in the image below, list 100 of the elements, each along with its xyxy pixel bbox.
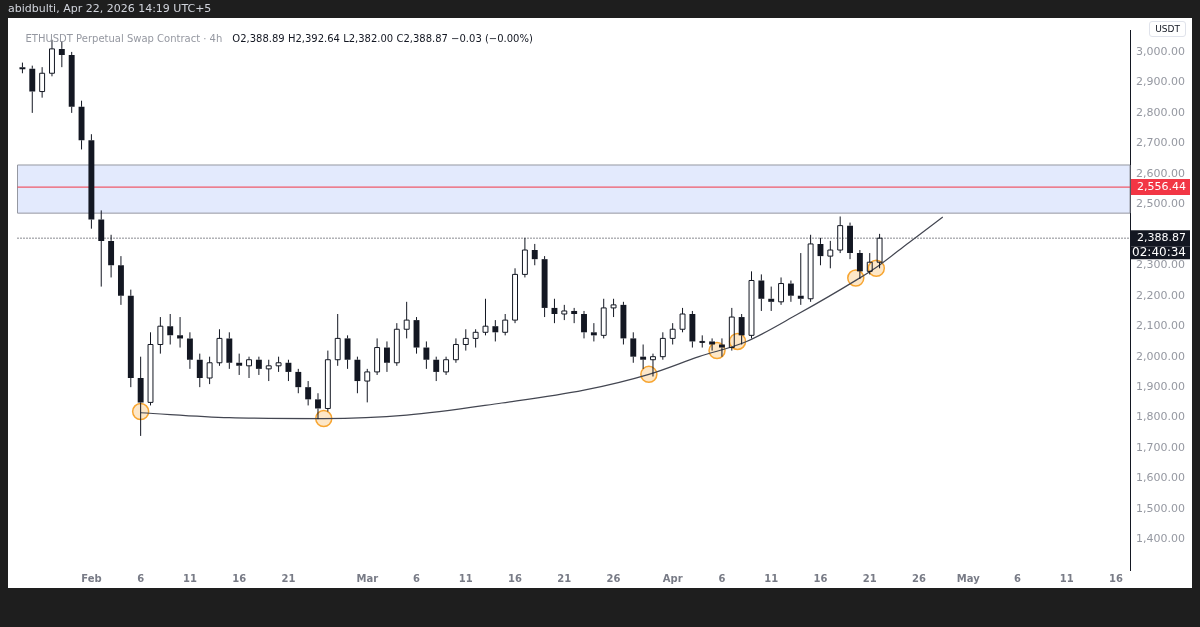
y-tick-label: 2,800.00 (1136, 105, 1185, 119)
x-tick-label: 21 (557, 572, 572, 584)
candlestick (541, 255, 548, 318)
candlestick (246, 356, 252, 379)
candlestick (718, 337, 725, 358)
y-tick-label: 2,600.00 (1136, 166, 1185, 180)
candlestick (423, 340, 430, 370)
x-tick-label: May (956, 572, 981, 584)
x-tick-label: 6 (1014, 572, 1022, 584)
x-tick-label: 6 (413, 572, 421, 584)
candlestick (374, 337, 381, 376)
candlestick (117, 255, 124, 306)
y-tick-label: 1,800.00 (1136, 410, 1185, 424)
candlestick (305, 380, 312, 406)
candlestick (127, 289, 134, 388)
candlestick (324, 350, 331, 413)
chart-title: ETHUSDT Perpetual Swap Contract · 4h (25, 33, 223, 45)
candlestick (226, 331, 233, 370)
x-tick-label: 26 (606, 572, 621, 584)
candlestick (620, 301, 627, 345)
candlestick (590, 322, 597, 342)
x-tick-label: 11 (764, 572, 779, 584)
candlestick (137, 356, 144, 437)
candlestick (68, 51, 75, 114)
candlestick (856, 249, 863, 280)
x-tick-label: 16 (508, 572, 523, 584)
y-tick-label: 3,000.00 (1136, 44, 1185, 58)
ref-line-label: 2,556.44 (1137, 179, 1186, 193)
candlestick (659, 331, 666, 361)
candlestick (768, 286, 775, 312)
chart-subtitle: O2,388.89 H2,392.64 L2,382.00 C2,388.87 −0.03 (−0.00%) (232, 33, 533, 45)
candlestick (689, 310, 696, 349)
y-tick-label: 2,300.00 (1136, 258, 1185, 272)
candlestick (315, 392, 321, 420)
y-tick-label: 1,900.00 (1136, 380, 1185, 394)
x-tick-label: 21 (862, 572, 877, 584)
candlestick (452, 337, 459, 364)
x-tick-label: Apr (662, 572, 683, 584)
candlestick (334, 313, 341, 367)
candlestick (787, 279, 794, 303)
candlestick (433, 356, 440, 382)
y-tick-label: 2,000.00 (1136, 349, 1185, 363)
x-tick-label: 6 (137, 572, 145, 584)
x-tick-label: Mar (356, 572, 379, 584)
candlestick (472, 328, 479, 349)
candlestick (581, 310, 587, 339)
candlestick (778, 276, 785, 306)
candlestick (797, 252, 804, 306)
y-tick-label: 2,700.00 (1136, 136, 1185, 150)
y-tick-label: 1,600.00 (1136, 471, 1185, 485)
y-tick-label: 1,700.00 (1136, 440, 1185, 454)
y-tick-label: 1,500.00 (1136, 501, 1185, 515)
candlestick (39, 66, 46, 99)
candlestick (216, 328, 223, 367)
candlestick (167, 313, 174, 345)
candlestick (196, 353, 203, 388)
candlestick (393, 322, 400, 367)
x-tick-label: 11 (458, 572, 473, 584)
ref-line-label: 2,388.87 (1137, 231, 1186, 245)
x-tick-label: 16 (1109, 572, 1124, 584)
candlestick (758, 273, 765, 312)
text: 02:40:34 (1132, 245, 1186, 260)
candlestick (738, 313, 745, 345)
x-tick-label: Feb (81, 572, 102, 584)
x-tick-label: 26 (912, 572, 926, 584)
x-tick-label: 16 (813, 572, 828, 584)
candlestick (157, 316, 164, 355)
candlestick (492, 319, 499, 342)
candlestick (255, 356, 262, 376)
y-tick-label: 1,400.00 (1136, 532, 1185, 546)
x-tick-label: 16 (232, 572, 247, 584)
candlestick (443, 356, 450, 376)
y-tick-label: 2,900.00 (1136, 75, 1185, 89)
candlestick (571, 307, 578, 324)
candlestick (186, 331, 193, 370)
candlestick (236, 353, 243, 376)
y-tick-label: 2,500.00 (1136, 197, 1185, 211)
candlestick (344, 334, 351, 370)
candlestick (512, 267, 518, 324)
candlestick (462, 328, 469, 352)
text: USDT (1149, 21, 1186, 37)
y-tick-label: 2,100.00 (1136, 319, 1185, 333)
candlestick (88, 133, 95, 230)
text: abidbulti, Apr 22, 2026 14:19 UTC+5 (8, 2, 212, 15)
candlestick (709, 337, 716, 352)
candlestick (630, 331, 637, 364)
candlestick (29, 65, 36, 114)
candlestick (285, 359, 292, 382)
y-tick-label: 2,200.00 (1136, 288, 1185, 302)
candlestick (640, 343, 647, 370)
candlestick (177, 316, 184, 349)
candlestick (295, 368, 302, 394)
x-tick-label: 11 (182, 572, 197, 584)
candlestick (354, 356, 361, 394)
x-tick-label: 11 (1059, 572, 1074, 584)
candlestick (384, 340, 390, 373)
candlestick (650, 353, 656, 377)
candlestick (531, 243, 538, 266)
x-tick-label: 21 (281, 572, 296, 584)
x-tick-label: 6 (718, 572, 726, 584)
